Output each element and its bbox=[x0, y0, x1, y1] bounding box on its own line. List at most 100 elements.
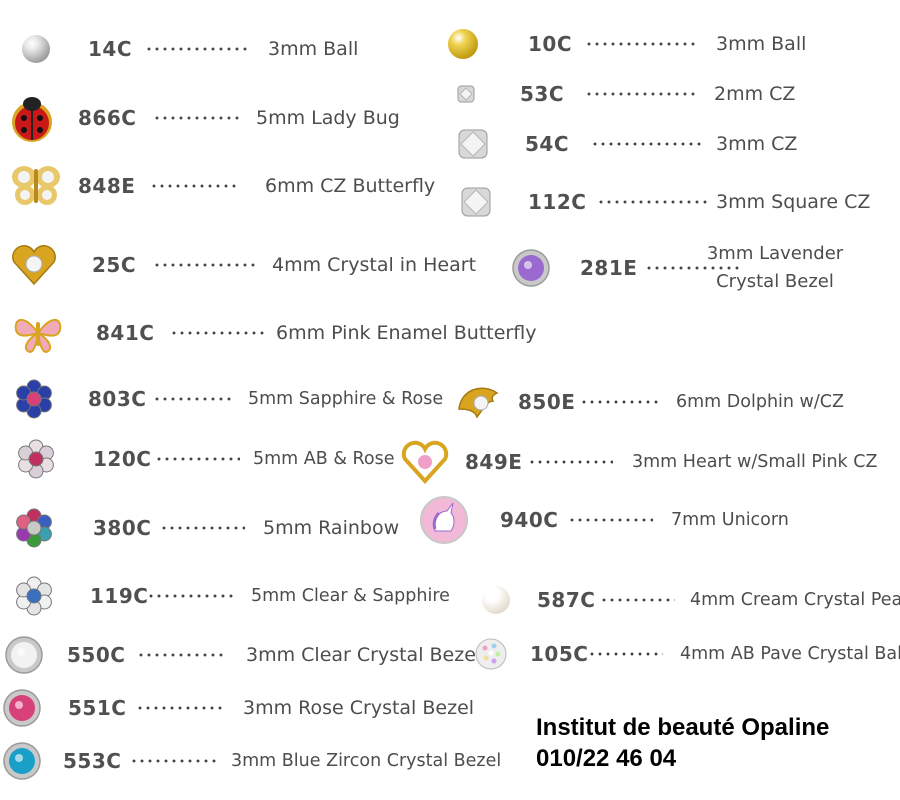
item-code: 53C bbox=[520, 82, 565, 106]
dotted-leader bbox=[137, 653, 227, 657]
item-description: 3mm Clear Crystal Bezel bbox=[246, 644, 482, 666]
item-code: 54C bbox=[525, 132, 570, 156]
dotted-leader bbox=[153, 263, 258, 267]
dotted-leader bbox=[170, 331, 265, 335]
silver-ball-icon bbox=[20, 33, 52, 65]
pink-butterfly-icon bbox=[12, 310, 64, 356]
item-description: 3mm Lavender Crystal Bezel bbox=[706, 243, 844, 292]
list-item: 105C 4mm AB Pave Crystal Ball bbox=[0, 632, 900, 676]
item-code: 10C bbox=[528, 32, 573, 56]
item-description: 4mm Cream Crystal Pearl bbox=[690, 590, 900, 610]
pave-ball-icon bbox=[474, 637, 508, 671]
item-description: 3mm Rose Crystal Bezel bbox=[243, 697, 475, 719]
crystal-heart-icon bbox=[9, 242, 59, 288]
item-description: 3mm Ball bbox=[716, 33, 807, 55]
item-description: 3mm Heart w/Small Pink CZ bbox=[632, 452, 878, 472]
item-description: 6mm Pink Enamel Butterfly bbox=[276, 322, 537, 344]
dotted-leader bbox=[591, 142, 701, 146]
rainbow-flower-icon bbox=[12, 506, 56, 550]
dotted-leader bbox=[600, 598, 675, 602]
item-description: 2mm CZ bbox=[714, 83, 796, 105]
list-item: 841C 6mm Pink Enamel Butterfly bbox=[0, 311, 900, 355]
dotted-leader bbox=[155, 457, 240, 461]
dotted-leader bbox=[528, 460, 613, 464]
dotted-leader bbox=[130, 759, 220, 763]
item-code: 14C bbox=[88, 37, 133, 61]
list-item: 550C 3mm Clear Crystal Bezel bbox=[0, 633, 900, 677]
list-item: 940C 7mm Unicorn bbox=[0, 495, 900, 545]
dotted-leader bbox=[645, 266, 740, 270]
unicorn-icon bbox=[419, 495, 469, 545]
item-description: 3mm Ball bbox=[268, 38, 359, 60]
dolphin-icon bbox=[453, 379, 503, 425]
pearl-icon bbox=[480, 584, 512, 616]
clear-bezel-icon bbox=[5, 636, 43, 674]
item-code: 841C bbox=[96, 321, 155, 345]
item-code: 866C bbox=[78, 106, 137, 130]
item-description: 5mm AB & Rose bbox=[253, 449, 395, 469]
item-code: 587C bbox=[537, 588, 596, 612]
ladybug-icon bbox=[9, 92, 55, 144]
cz-butterfly-icon bbox=[10, 163, 62, 209]
dotted-leader bbox=[153, 116, 243, 120]
ab-flower-icon bbox=[14, 437, 58, 481]
list-item: 112C 3mm Square CZ bbox=[0, 180, 900, 224]
item-code: 281E bbox=[580, 256, 638, 280]
dotted-leader bbox=[136, 706, 226, 710]
dotted-leader bbox=[153, 397, 233, 401]
list-item: 14C 3mm Ball bbox=[0, 27, 900, 71]
item-code: 940C bbox=[500, 508, 559, 532]
list-item: 849E 3mm Heart w/Small Pink CZ bbox=[0, 440, 900, 484]
list-item: 850E 6mm Dolphin w/CZ bbox=[0, 380, 900, 424]
footer: Institut de beauté Opaline 010/22 46 04 bbox=[536, 712, 829, 774]
item-code: 119C bbox=[90, 584, 149, 608]
dotted-leader bbox=[150, 184, 240, 188]
item-code: 850E bbox=[518, 390, 576, 414]
square-cz-icon bbox=[460, 186, 492, 218]
business-phone: 010/22 46 04 bbox=[536, 745, 677, 772]
dotted-leader bbox=[580, 400, 658, 404]
business-name: Institut de beauté Opaline bbox=[536, 714, 830, 741]
dotted-leader bbox=[585, 92, 695, 96]
list-item: 53C 2mm CZ bbox=[0, 72, 900, 116]
item-description: 4mm AB Pave Crystal Ball bbox=[680, 644, 900, 664]
item-code: 120C bbox=[93, 447, 152, 471]
list-item: 553C 3mm Blue Zircon Crystal Bezel bbox=[0, 739, 900, 783]
dotted-leader bbox=[585, 42, 695, 46]
dotted-leader bbox=[160, 526, 245, 530]
rose-bezel-icon bbox=[3, 689, 41, 727]
lavender-bezel-icon bbox=[512, 249, 550, 287]
small-cz-icon bbox=[456, 84, 476, 104]
item-description: 3mm CZ bbox=[716, 133, 798, 155]
dotted-leader bbox=[588, 652, 663, 656]
item-description: 4mm Crystal in Heart bbox=[272, 254, 477, 276]
list-item: 551C 3mm Rose Crystal Bezel bbox=[0, 686, 900, 730]
list-item: 587C 4mm Cream Crystal Pearl bbox=[0, 578, 900, 622]
list-item: 803C 5mm Sapphire & Rose bbox=[0, 377, 900, 421]
item-code: 849E bbox=[465, 450, 523, 474]
gold-ball-icon bbox=[446, 27, 480, 61]
item-code: 551C bbox=[68, 696, 127, 720]
item-description: 6mm Dolphin w/CZ bbox=[676, 392, 844, 412]
sapphire-flower-icon bbox=[12, 377, 56, 421]
item-code: 112C bbox=[528, 190, 587, 214]
item-code: 105C bbox=[530, 642, 589, 666]
list-item: 866C 5mm Lady Bug bbox=[0, 96, 900, 142]
list-item: 10C 3mm Ball bbox=[0, 22, 900, 66]
item-description: 5mm Sapphire & Rose bbox=[248, 389, 444, 409]
list-item: 120C 5mm AB & Rose bbox=[0, 437, 900, 481]
item-description: 3mm Square CZ bbox=[716, 191, 871, 213]
item-description: 6mm CZ Butterfly bbox=[265, 175, 436, 197]
list-item: 25C 4mm Crystal in Heart bbox=[0, 243, 900, 287]
item-description: 5mm Lady Bug bbox=[256, 107, 400, 129]
item-description: 5mm Clear & Sapphire bbox=[251, 586, 450, 606]
clear-flower-icon bbox=[12, 574, 56, 618]
item-code: 848E bbox=[78, 174, 136, 198]
blue-bezel-icon bbox=[3, 742, 41, 780]
pink-heart-icon bbox=[400, 439, 450, 485]
list-item: 54C 3mm CZ bbox=[0, 122, 900, 166]
list-item: 380C 5mm Rainbow bbox=[0, 506, 900, 550]
item-code: 380C bbox=[93, 516, 152, 540]
item-code: 550C bbox=[67, 643, 126, 667]
dotted-leader bbox=[597, 200, 707, 204]
